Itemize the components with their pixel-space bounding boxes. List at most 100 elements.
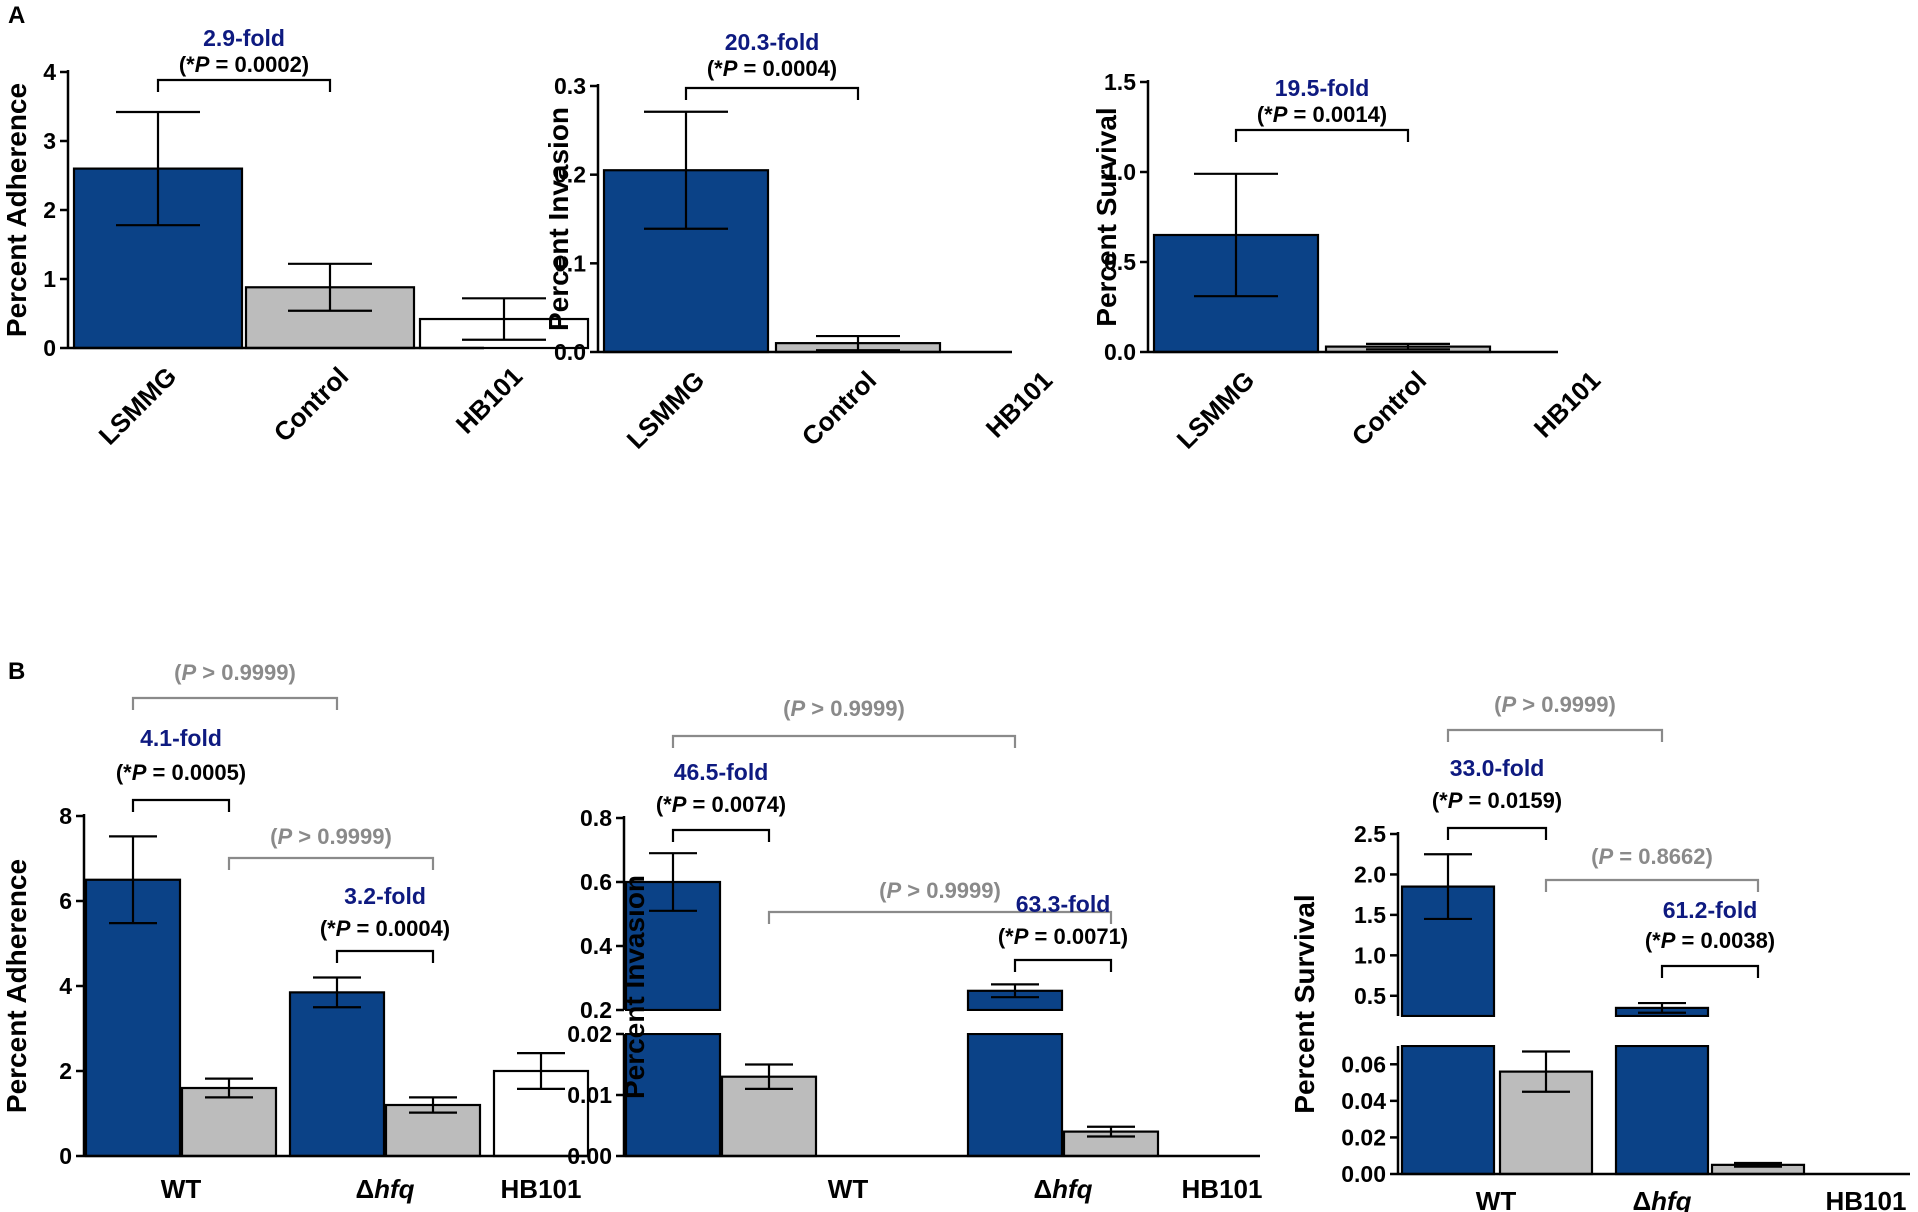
b1-error-bar-0: [109, 835, 157, 925]
b3-error-bar-3: [1734, 1161, 1782, 1168]
b2-ytick-upper-label-1: 0.4: [580, 933, 612, 959]
a3-fold-label: 19.5-fold: [1275, 75, 1370, 101]
a3-ytick-label-0: 0.0: [1104, 339, 1136, 365]
b2-error-bar-1: [745, 1063, 793, 1090]
b1-error-bar-4: [517, 1052, 565, 1090]
a1-xtick-label-0: LSMMG: [93, 361, 183, 451]
a1-p-value: (*P = 0.0002): [179, 52, 309, 77]
b2-axis-break-gap: [604, 1011, 1270, 1033]
a2-ytick-label-3: 0.3: [554, 73, 586, 99]
a1-ytick-label-0: 0: [43, 335, 56, 361]
a3-xtick-label-0: LSMMG: [1171, 365, 1261, 455]
a1-ytick-label-3: 3: [43, 128, 56, 154]
a1-ytick-label-4: 4: [43, 59, 56, 85]
a2-ytick-label-1: 0.1: [554, 250, 586, 276]
b3-ytick-upper-label-1: 1.0: [1354, 942, 1386, 968]
b1-ytick-label-2: 4: [59, 973, 72, 999]
b3-bracket-3: [1660, 964, 1760, 978]
b2-bracket-2: [767, 910, 1113, 924]
b2-ytick-upper-label-2: 0.6: [580, 869, 612, 895]
b2-error-bar-3: [1087, 1125, 1135, 1138]
b3-ytick-upper-label-2: 1.5: [1354, 902, 1386, 928]
b3-bar-2-lower: [1614, 1044, 1710, 1176]
b3-p-value-1: (P > 0.9999): [1494, 692, 1616, 717]
a2-y-axis-label: Percent Invasion: [543, 107, 574, 331]
b3-ytick-upper-label-3: 2.0: [1354, 861, 1386, 887]
b2-bracket-0: [671, 828, 771, 842]
b3-bracket-0: [1446, 826, 1548, 840]
b2-group-label-1: Δhfq: [1033, 1174, 1092, 1204]
b1-ytick-label-4: 8: [59, 803, 72, 829]
b1-bar-2: [288, 991, 386, 1158]
a2-xtick-label-0: LSMMG: [621, 365, 711, 455]
a3-y-axis-label: Percent Survival: [1091, 107, 1122, 326]
b1-ytick-label-0: 0: [59, 1143, 72, 1169]
b1-group-label-1: Δhfq: [355, 1174, 414, 1204]
a1-fold-label: 2.9-fold: [203, 25, 285, 51]
b2-ytick-upper-label-0: 0.2: [580, 997, 612, 1023]
a2-error-bar-1: [816, 334, 900, 352]
b3-y-axis-label: Percent Survival: [1289, 894, 1320, 1113]
b3-p-value-2: (P = 0.8662): [1591, 844, 1713, 869]
b3-group-label-2: HB101: [1826, 1186, 1907, 1212]
b2-group-label-0: WT: [828, 1174, 869, 1204]
b2-bracket-3: [1013, 958, 1113, 972]
b2-p-value-1: (P > 0.9999): [783, 696, 905, 721]
a2-fold-label: 20.3-fold: [725, 29, 820, 55]
b3-ytick-lower-label-3: 0.06: [1341, 1051, 1386, 1077]
panel-label-a: A: [8, 2, 26, 29]
a1-ytick-label-2: 2: [43, 197, 56, 223]
a3-ytick-label-3: 1.5: [1104, 69, 1136, 95]
a3-xtick-label-1: Control: [1346, 365, 1433, 452]
b2-ytick-lower-label-1: 0.01: [567, 1082, 612, 1108]
b3-bracket-2: [1544, 878, 1760, 892]
a2-error-bar-0: [644, 110, 728, 230]
a2-ytick-label-0: 0.0: [554, 339, 586, 365]
b3-p-value-3: (*P = 0.0038): [1645, 928, 1775, 953]
b2-error-bar-0: [649, 852, 697, 912]
b2-ytick-upper-label-3: 0.8: [580, 805, 612, 831]
b1-ytick-label-3: 6: [59, 888, 72, 914]
b3-error-bar-1: [1522, 1050, 1570, 1093]
b1-p-value-2: (P > 0.9999): [270, 824, 392, 849]
a2-xtick-label-2: HB101: [980, 365, 1058, 443]
b2-bracket-1: [671, 734, 1017, 748]
b3-group-label-1: Δhfq: [1632, 1186, 1691, 1212]
a3-p-value: (*P = 0.0014): [1257, 102, 1387, 127]
a2-significance-bracket: [684, 86, 860, 100]
b2-ytick-lower-label-2: 0.02: [567, 1021, 612, 1047]
b3-fold-label-3: 61.2-fold: [1663, 897, 1758, 923]
a3-xtick-label-2: HB101: [1528, 365, 1606, 443]
b1-fold-label-3: 3.2-fold: [344, 883, 426, 909]
b2-error-bar-2: [991, 983, 1039, 999]
b3-fold-label-0: 33.0-fold: [1450, 755, 1545, 781]
b3-group-label-0: WT: [1476, 1186, 1517, 1212]
a3-error-bar-0: [1194, 172, 1278, 298]
b1-bracket-0: [131, 798, 231, 812]
a3-ytick-label-1: 0.5: [1104, 249, 1136, 275]
b2-bar-0-lower: [624, 1032, 722, 1158]
b2-p-value-0: (*P = 0.0074): [656, 792, 786, 817]
a2-p-value: (*P = 0.0004): [707, 56, 837, 81]
a1-xtick-label-1: Control: [268, 361, 355, 448]
b3-ytick-upper-label-4: 2.5: [1354, 821, 1386, 847]
b3-bar-0-lower: [1400, 1044, 1496, 1176]
b2-fold-label-0: 46.5-fold: [674, 759, 769, 785]
b1-ytick-label-1: 2: [59, 1058, 72, 1084]
b2-fold-label-3: 63.3-fold: [1016, 891, 1111, 917]
a1-significance-bracket: [156, 78, 332, 92]
b1-bracket-1: [131, 696, 339, 710]
b1-p-value-1: (P > 0.9999): [174, 660, 296, 685]
b3-axis-break-gap: [1378, 1017, 1918, 1045]
a1-error-bar-1: [288, 262, 372, 312]
b1-bracket-3: [335, 949, 435, 963]
a1-error-bar-2: [462, 297, 546, 341]
b1-group-label-2: HB101: [501, 1174, 582, 1204]
a1-error-bar-0: [116, 110, 200, 227]
b1-bracket-2: [227, 856, 435, 870]
b1-error-bar-2: [313, 976, 361, 1009]
b3-ytick-lower-label-2: 0.04: [1341, 1088, 1386, 1114]
b2-p-value-2: (P > 0.9999): [879, 878, 1001, 903]
b1-group-label-0: WT: [161, 1174, 202, 1204]
